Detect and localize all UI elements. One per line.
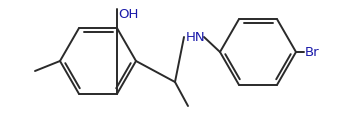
Text: OH: OH [118, 8, 138, 21]
Text: Br: Br [305, 46, 320, 59]
Text: HN: HN [186, 31, 206, 44]
